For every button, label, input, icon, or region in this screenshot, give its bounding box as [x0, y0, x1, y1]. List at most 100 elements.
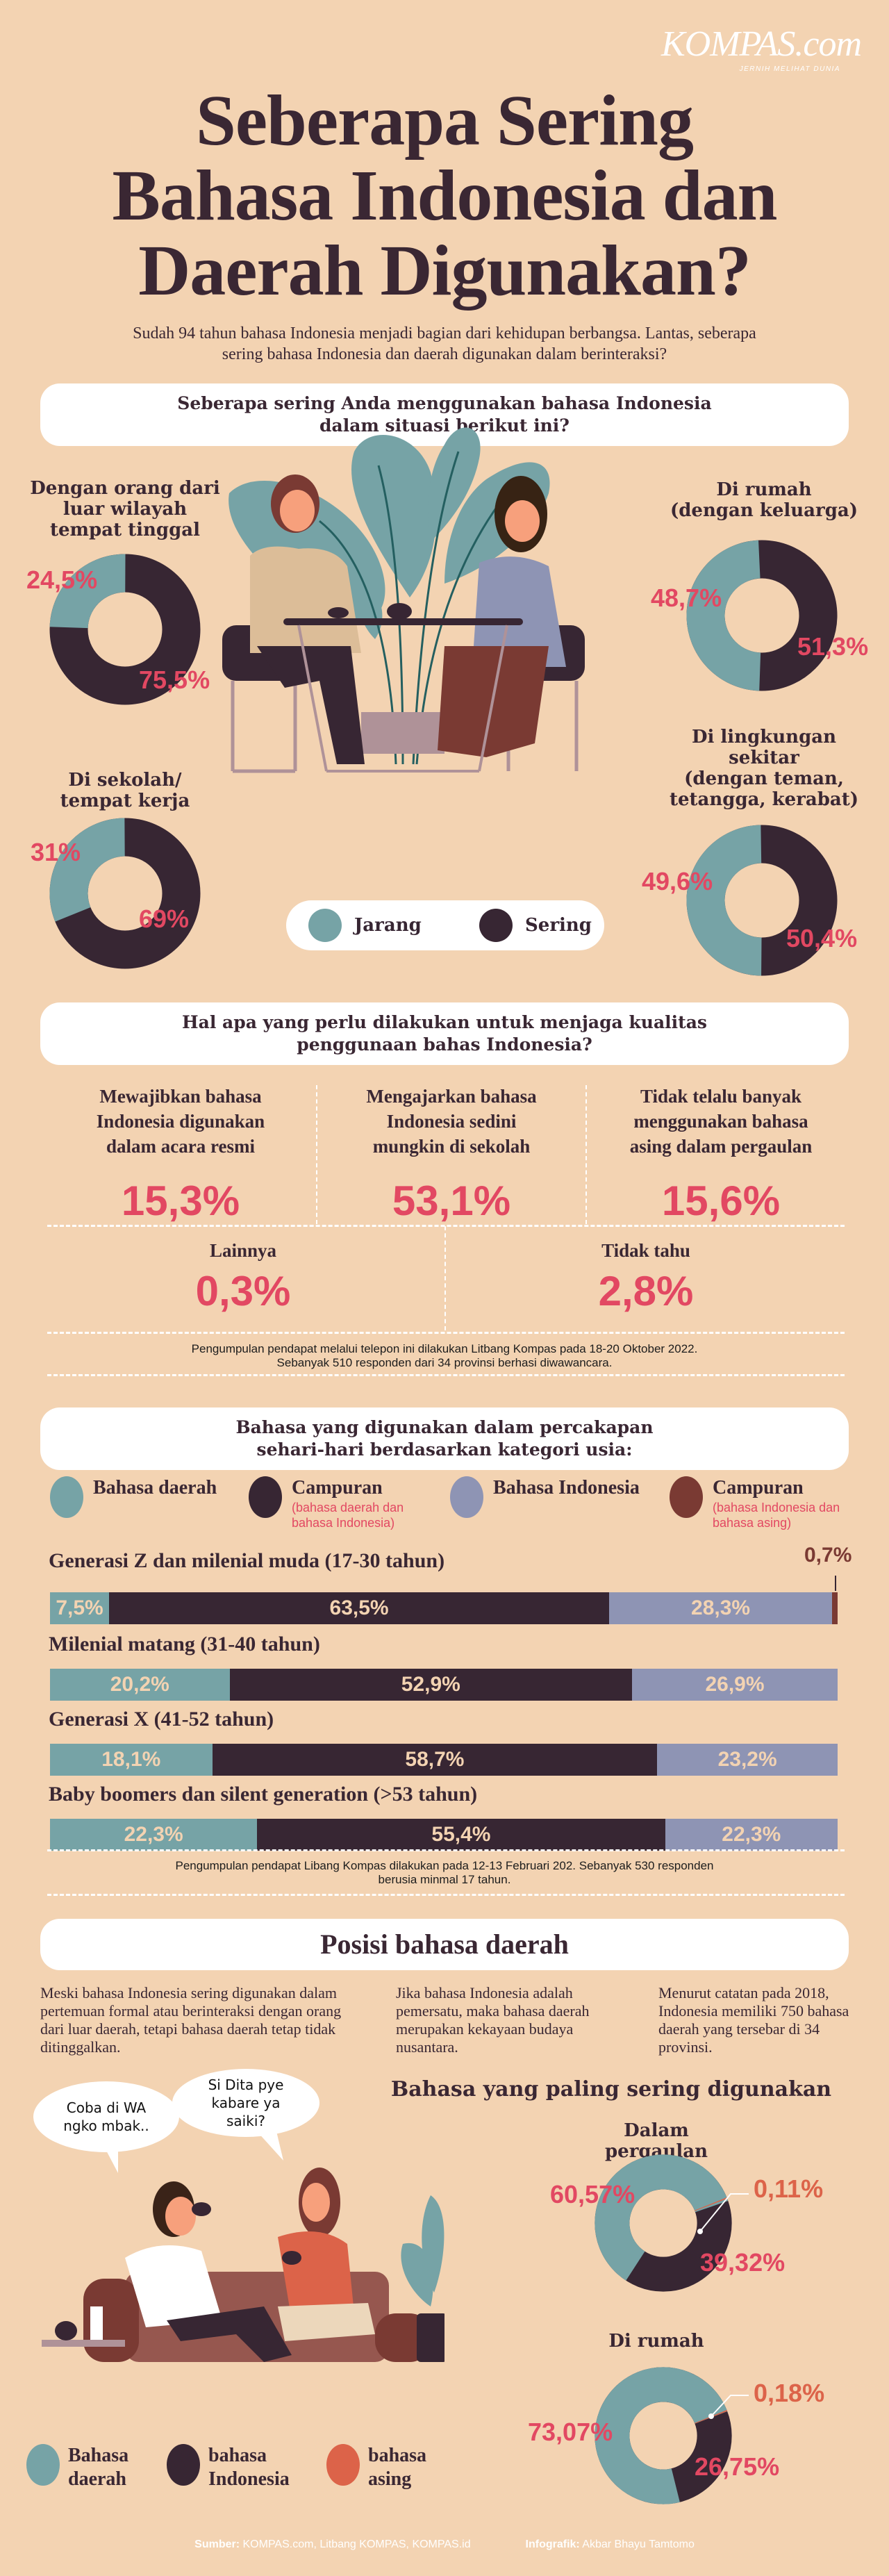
intro-text: Sudah 94 tahun bahasa Indonesia menjadi … — [69, 323, 820, 365]
question-line: Hal apa yang perlu dilakukan untuk menja… — [182, 1012, 707, 1032]
credit-label: Infografik: — [525, 2538, 580, 2550]
legend-bahasa-daerah: Bahasa daerah — [50, 1476, 249, 1530]
donut4-jarang-value: 49,6% — [642, 867, 713, 895]
paragraph-1: Meski bahasa Indonesia sering digunakan … — [40, 1984, 342, 2056]
legend-item-asing: bahasa asing — [326, 2444, 426, 2491]
question-line: sehari-hari berdasarkan kategori usia: — [256, 1439, 633, 1460]
question-line: dalam situasi berikut ini? — [319, 415, 570, 436]
question-line: Bahasa yang digunakan dalam percakapan — [235, 1417, 654, 1437]
legend-bahasa-indonesia: Bahasa Indonesia — [450, 1476, 670, 1530]
footer: Sumber: KOMPAS.com, Litbang KOMPAS, KOMP… — [0, 2538, 889, 2551]
donut3-jarang-value: 31% — [31, 838, 81, 866]
cafe-illustration — [222, 427, 585, 773]
donut6-daerah-value: 73,07% — [528, 2418, 613, 2446]
divider — [47, 1374, 845, 1376]
logo-text: KOMPAS.com — [660, 24, 862, 64]
donut5-asing-value: 0,11% — [754, 2174, 824, 2203]
source-label: Sumber: — [194, 2538, 240, 2550]
bar-segment: 52,9% — [229, 1669, 633, 1701]
paragraph-2: Jika bahasa Indonesia adalah pemersatu, … — [396, 1984, 590, 2056]
legend-frequency: Jarang Sering — [286, 900, 604, 950]
source-text: KOMPAS.com, Litbang KOMPAS, KOMPAS.id — [242, 2538, 471, 2550]
stat-ajar-sekolah: Mengajarkan bahasa Indonesia sedini mung… — [319, 1084, 583, 1225]
callout-line — [835, 1576, 836, 1591]
bar-title-milenial: Milenial matang (31-40 tahun) — [49, 1633, 320, 1656]
legend-dot-sering — [479, 909, 513, 942]
bar-segment — [832, 1592, 838, 1624]
donut4-title: Di lingkungan sekitar (dengan teman, tetang… — [669, 727, 859, 810]
stat-value: 15,3% — [121, 1178, 240, 1224]
section3-question: Bahasa yang digunakan dalam percakapan s… — [40, 1407, 849, 1470]
divider — [47, 1332, 845, 1334]
paragraph-3: Menurut catatan pada 2018, Indonesia mem… — [658, 1984, 849, 2056]
bar-segment: 26,9% — [632, 1669, 838, 1701]
donut6-title: Di rumah — [608, 2331, 704, 2352]
donut3-title: Di sekolah/tempat kerja — [60, 770, 190, 811]
divider — [47, 1225, 845, 1227]
question-line: Seberapa sering Anda menggunakan bahasa … — [177, 393, 712, 413]
divider — [585, 1085, 587, 1224]
callout-line — [708, 2395, 749, 2419]
title-line: Daerah Digunakan? — [138, 231, 751, 311]
speech-bubble-2: Si Dita pye kabare ya saiki? — [172, 2069, 319, 2137]
legend-bahasa-bottom: Bahasa daerah bahasa Indonesia bahasa asing — [26, 2444, 426, 2491]
stat-wajib-resmi: Mewajibkan bahasa Indonesia digunakan da… — [49, 1084, 313, 1225]
divider — [316, 1085, 317, 1224]
potted-plant-icon — [401, 2195, 444, 2362]
donut5-indonesia-value: 39,32% — [700, 2248, 786, 2277]
stat-tidak-tahu: Tidak tahu 2,8% — [451, 1238, 840, 1315]
legend-dot-jarang — [308, 909, 342, 942]
donut-chart-luar-wilayah — [49, 554, 201, 705]
stat-bahasa-asing: Tidak telalu banyak menggunakan bahasa a… — [589, 1084, 853, 1225]
donut2-jarang-value: 48,7% — [651, 584, 722, 612]
stat-value: 53,1% — [392, 1178, 511, 1224]
donut-chart-sekolah — [49, 818, 201, 969]
bar-title-genx: Generasi X (41-52 tahun) — [49, 1708, 274, 1731]
bar-boomers: 22,3% 55,4% 22,3% — [50, 1819, 838, 1851]
legend-campuran-daerah-indonesia: Campuran (bahasa daerah dan bahasa Indone… — [249, 1476, 450, 1530]
credit-text: Akbar Bhayu Tamtomo — [582, 2538, 695, 2550]
bar-segment: 63,5% — [109, 1592, 610, 1624]
bar-segment: 58,7% — [212, 1744, 658, 1776]
intro-line: sering bahasa Indonesia dan daerah digun… — [222, 345, 667, 363]
table — [283, 603, 523, 773]
bar-genz-asing-value: 0,7% — [804, 1544, 852, 1567]
callout-line — [697, 2193, 749, 2234]
bar-genx: 18,1% 58,7% 23,2% — [50, 1744, 838, 1776]
donut1-jarang-value: 24,5% — [26, 565, 98, 594]
bar-segment: 22,3% — [665, 1819, 838, 1851]
stat-value: 2,8% — [598, 1268, 694, 1314]
divider — [47, 1894, 845, 1896]
bar-segment: 7,5% — [50, 1592, 110, 1624]
section2-question: Hal apa yang perlu dilakukan untuk menja… — [40, 1002, 849, 1065]
legend-item-indonesia: bahasa Indonesia — [167, 2444, 326, 2491]
bar-segment: 28,3% — [609, 1592, 833, 1624]
donut4-sering-value: 50,4% — [786, 924, 858, 952]
bar-milenial: 20,2% 52,9% 26,9% — [50, 1669, 838, 1701]
woman-right — [438, 476, 566, 757]
speech-bubble-1: Coba di WA ngko mbak.. — [33, 2081, 179, 2152]
logo-tagline: JERNIH MELIHAT DUNIA — [739, 65, 840, 73]
title-line: Bahasa Indonesia dan — [112, 156, 778, 236]
bubble-tail — [257, 2131, 283, 2161]
donut-chart-di-rumah — [686, 540, 838, 691]
intro-line: Sudah 94 tahun bahasa Indonesia menjadi … — [133, 324, 756, 342]
donut2-title: Di rumah (dengan keluarga) — [670, 479, 858, 521]
legend-label-jarang: Jarang — [354, 915, 422, 936]
legend-item-daerah: Bahasa daerah — [26, 2444, 167, 2491]
bar-title-boomers: Baby boomers dan silent generation (>53 … — [49, 1783, 478, 1806]
donut6-indonesia-value: 26,75% — [695, 2452, 780, 2481]
bar-segment: 22,3% — [50, 1819, 258, 1851]
donut6-asing-value: 0,18% — [754, 2379, 825, 2407]
donut3-sering-value: 69% — [139, 905, 190, 933]
title-line: Seberapa Sering — [196, 81, 694, 160]
bubble-tail — [104, 2147, 118, 2173]
legend-languages: Bahasa daerah Campuran (bahasa daerah dan… — [50, 1476, 856, 1530]
bar-segment: 18,1% — [50, 1744, 213, 1776]
survey-note-1: Pengumpulan pendapat melalui telepon ini… — [191, 1342, 698, 1369]
bar-segment: 23,2% — [657, 1744, 838, 1776]
bar-segment: 20,2% — [50, 1669, 230, 1701]
question-line: penggunaan bahas Indonesia? — [297, 1034, 592, 1055]
donut1-sering-value: 75,5% — [139, 666, 210, 694]
donut5-daerah-value: 60,57% — [550, 2180, 635, 2208]
